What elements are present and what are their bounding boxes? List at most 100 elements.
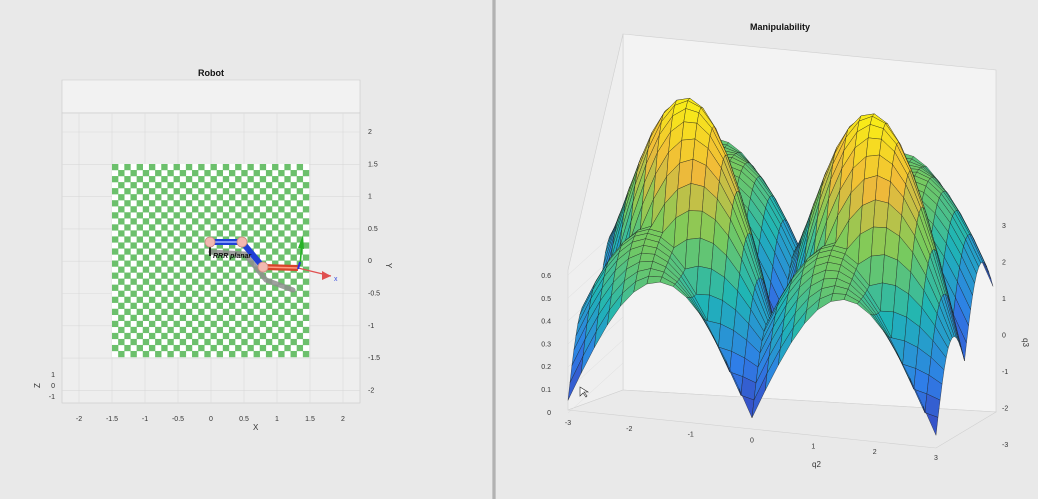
manipulability-surface[interactable]	[567, 97, 994, 436]
checker-square	[142, 350, 150, 358]
checker-square	[192, 326, 199, 334]
checker-square	[216, 254, 224, 261]
robot-joint-3[interactable]	[257, 261, 269, 273]
checker-square	[247, 344, 254, 352]
z-tick-label: -1	[49, 394, 55, 401]
manipulability-axes[interactable]: -3 -2 -1 0 1 2 3 3 2 1 0 -1 -2 -3 0.6 0.5 0.4 0.3 0.2 0.1…	[496, 0, 1038, 499]
checker-square	[222, 188, 230, 195]
checker-square	[112, 176, 119, 183]
checker-square	[130, 338, 137, 346]
checker-square	[222, 164, 230, 171]
checker-square	[278, 230, 285, 237]
checker-square	[192, 290, 199, 297]
checker-square	[259, 188, 267, 195]
axes-floor	[567, 389, 997, 449]
checker-square	[216, 326, 224, 334]
checker-square	[185, 332, 193, 340]
checker-square	[302, 218, 310, 225]
checker-square	[265, 254, 273, 261]
checker-square	[210, 272, 217, 279]
checker-square	[192, 194, 199, 201]
checker-square	[161, 224, 168, 231]
checker-square	[173, 320, 180, 328]
checker-square	[155, 278, 162, 285]
checker-square	[161, 332, 168, 340]
checker-square	[148, 212, 156, 219]
checker-square	[204, 254, 211, 261]
checker-square	[173, 200, 180, 207]
checker-square	[253, 314, 260, 322]
checker-square	[185, 296, 193, 303]
checker-square	[124, 296, 131, 303]
checker-square	[302, 338, 310, 346]
q3-tick-labels: 3 2 1 0 -1 -2 -3	[1002, 223, 1008, 449]
checker-square	[192, 254, 199, 261]
checker-square	[136, 344, 143, 352]
checker-square	[124, 332, 131, 340]
checker-square	[124, 272, 131, 279]
checker-square	[253, 338, 260, 346]
checker-square	[235, 320, 242, 328]
checker-square	[179, 350, 187, 358]
axes-top-face	[61, 79, 361, 114]
checker-square	[228, 314, 236, 322]
checker-square	[179, 290, 187, 297]
checker-square	[210, 296, 217, 303]
checker-square	[216, 230, 224, 237]
checker-square	[198, 320, 205, 328]
q3-tick-label: -1	[1002, 369, 1008, 376]
checker-square	[259, 332, 267, 340]
checker-square	[272, 320, 279, 328]
checker-square	[290, 218, 297, 225]
robot-shadow	[208, 249, 296, 293]
z-tick-label: 0.6	[541, 273, 551, 280]
checker-square	[210, 332, 217, 340]
checker-square	[179, 170, 187, 177]
checker-square	[198, 224, 205, 231]
checker-square	[148, 272, 156, 279]
checker-square	[185, 248, 193, 255]
checker-square	[222, 224, 230, 231]
x-tick-label: 1	[275, 416, 279, 423]
checker-square	[185, 344, 193, 352]
pane-divider[interactable]	[492, 0, 496, 499]
robot-joint-2[interactable]	[236, 236, 248, 248]
x-tick-label: 2	[341, 416, 345, 423]
checker-square	[290, 290, 297, 297]
checker-square	[198, 176, 205, 183]
manipulability-figure-pane: Manipulability -3 -2 -1 0 1 2 3 3 2 1 0 -1 -2 -3 0.6…	[496, 0, 1038, 499]
checker-square	[161, 212, 168, 219]
checker-square	[210, 320, 217, 328]
checker-square	[136, 212, 143, 219]
checker-square	[112, 248, 119, 255]
checker-square	[272, 344, 279, 352]
checker-square	[118, 266, 125, 273]
checker-square	[185, 164, 193, 171]
checker-square	[173, 332, 180, 340]
checker-square	[142, 242, 150, 249]
checker-square	[198, 272, 205, 279]
checker-square	[265, 170, 273, 177]
checker-square	[296, 212, 304, 219]
checker-square	[155, 254, 162, 261]
checker-square	[228, 350, 236, 358]
checker-square	[265, 206, 273, 213]
checker-square	[136, 284, 143, 291]
checker-square	[112, 284, 119, 291]
checker-square	[204, 170, 211, 177]
checker-square	[235, 308, 242, 315]
checker-square	[148, 344, 156, 352]
checker-square	[241, 182, 248, 189]
checker-square	[247, 284, 254, 291]
robot-joint-1[interactable]	[204, 236, 216, 248]
checker-square	[296, 344, 304, 352]
checker-square	[130, 170, 137, 177]
surface-patch	[882, 254, 898, 286]
checker-square	[155, 266, 162, 273]
checker-square	[161, 284, 168, 291]
checker-square	[155, 218, 162, 225]
robot-axes[interactable]: x RRR planar -2 -1.5 -1 -0.5 0 0.5 1 1.5 2 2 1.5 1…	[0, 0, 492, 499]
checker-square	[278, 278, 285, 285]
checker-square	[112, 188, 119, 195]
checker-square	[290, 206, 297, 213]
